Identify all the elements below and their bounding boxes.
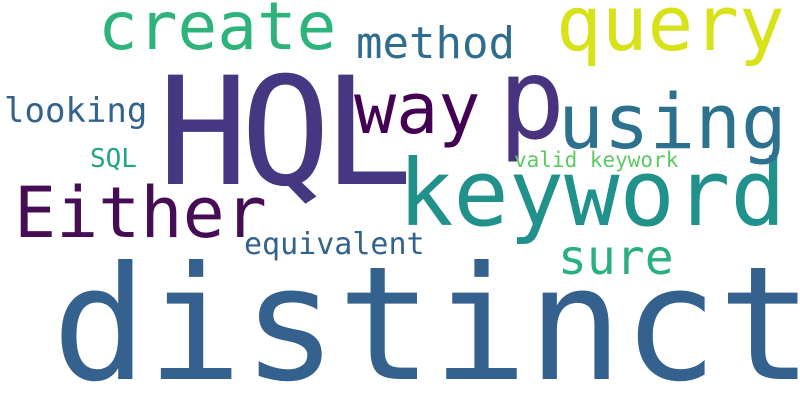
word-keyword: keyword <box>398 140 786 247</box>
word-method: method <box>356 18 515 69</box>
word-equivalent: equivalent <box>244 227 425 262</box>
word-sure: sure <box>558 230 674 286</box>
word-valid-keywork: valid keywork <box>514 148 679 172</box>
word-way: way <box>354 68 481 150</box>
word-using: using <box>558 77 787 166</box>
word-query: query <box>556 0 785 68</box>
word-create: create <box>98 0 337 65</box>
word-hql: HQL <box>158 46 413 220</box>
word-sql: SQL <box>90 144 137 174</box>
word-p: p <box>498 35 566 165</box>
word-looking: looking <box>4 91 148 131</box>
word-either: Either <box>14 172 267 254</box>
word-distinct: distinct <box>52 233 800 400</box>
